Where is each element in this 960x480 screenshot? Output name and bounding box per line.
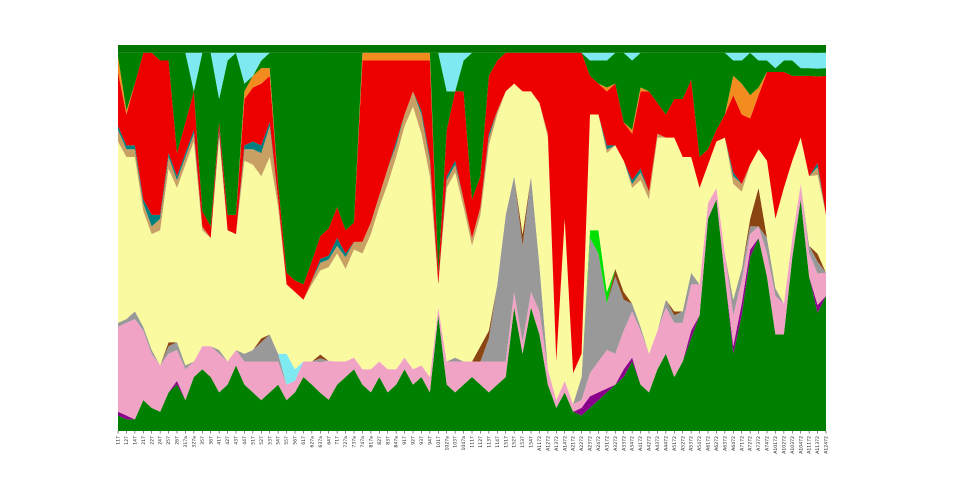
x-tick-label: 1517 [503,436,509,448]
x-tick-label: 547 [276,436,282,445]
x-tick-label: A1372 [554,436,560,451]
x-tick-label: A11372 [815,436,821,454]
x-tick-label: A2172 [571,436,577,451]
x-tick-label: A3172 [604,436,610,451]
x-tick-label: A3472 [630,436,636,451]
x-tick-label: 447 [242,436,248,445]
x-tick-label: 267 [175,436,181,445]
x-tick-label: A4372 [655,436,661,451]
x-tick-label: A10372 [790,436,796,454]
x-tick-label: 527 [259,436,265,445]
x-tick-label: A7472 [765,436,771,451]
x-tick-label: A10172 [773,436,779,454]
x-tick-label: 367 [208,436,214,445]
x-tick-label: 1527 [512,436,518,448]
x-tick-label: A1172 [537,436,543,451]
x-tick-label: 537 [267,436,273,445]
x-tick-label: 727a [343,436,349,448]
x-tick-label: A2472 [596,436,602,451]
x-tick-label: 717 [335,436,341,445]
x-tick-label: 917 [402,436,408,445]
x-tick-label: A6172 [706,436,712,451]
x-tick-label: 1537 [520,436,526,448]
x-tick-label: A3372 [621,436,627,451]
x-tick-label: A4272 [647,436,653,451]
x-tick-label: 637a [318,436,324,448]
x-tick-label: 947 [427,436,433,445]
x-tick-label: 127 [124,436,130,445]
x-tick-label: A5272 [680,436,686,451]
x-tick-label: A4172 [638,436,644,451]
x-tick-label: 1117 [470,436,476,448]
x-tick-label: A1272 [545,436,551,451]
x-tick-label: 1037 [453,436,459,448]
x-tick-label: 147 [132,436,138,445]
x-tick-label: 937 [419,436,425,445]
x-tick-label: 567 [293,436,299,445]
x-tick-label: 627a [309,436,315,448]
x-tick-label: 747a [360,436,366,448]
x-tick-label: A5472 [697,436,703,451]
x-tick-label: 117 [116,436,122,445]
x-tick-label: 437 [234,436,240,445]
area-series-red [118,52,826,374]
x-tick-label: 837 [385,436,391,445]
x-tick-label: 1047a [461,436,467,451]
x-tick-label: 417 [217,436,223,445]
x-tick-label: A11172 [807,436,813,454]
x-tick-label: 247 [158,436,164,445]
x-tick-label: A3272 [613,436,619,451]
x-tick-label: 927 [411,436,417,445]
x-tick-label: 1027a [444,436,450,451]
x-tick-label: A7272 [748,436,754,451]
x-tick-label: A2372 [588,436,594,451]
x-tick-label: 257 [166,436,172,445]
area-series-dark-green-cap [118,45,826,53]
x-tick-label: 227 [149,436,155,445]
x-tick-label: 427 [225,436,231,445]
x-tick-label: 517 [250,436,256,445]
x-tick-label: A12472 [824,436,830,454]
x-tick-label: 1147 [495,436,501,448]
x-tick-label: 737a [352,436,358,448]
x-tick-label: 217 [141,436,147,445]
x-tick-label: 357 [200,436,206,445]
x-tick-label: A2272 [579,436,585,451]
x-tick-label: 847a [394,436,400,448]
x-tick-label: A6472 [731,436,737,451]
x-tick-label: 317a [183,436,189,448]
x-tick-label: 1017 [436,436,442,448]
x-tick-label: A5372 [689,436,695,451]
x-tick-label: 827 [377,436,383,445]
x-tick-label: A10472 [798,436,804,454]
x-tick-label: A4472 [663,436,669,451]
x-tick-label: 1127 [478,436,484,448]
area-series-cyan-top [118,52,826,100]
x-tick-label: 327a [191,436,197,448]
x-tick-label: A6272 [714,436,720,451]
area-series-pale-yellow [118,83,826,404]
x-tick-label: A7372 [756,436,762,451]
x-tick-label: 647 [326,436,332,445]
area-series-dark-green-top [118,52,826,285]
x-tick-label: A10272 [781,436,787,454]
area-series-dark-green-base [118,199,826,431]
x-tick-label: 1547 [529,436,535,448]
x-tick-label: A6372 [722,436,728,451]
x-tick-label: 617 [301,436,307,445]
x-tick-label: 1137 [486,436,492,448]
x-tick-label: A7172 [739,436,745,451]
x-tick-label: A1472 [562,436,568,451]
x-tick-label: A5172 [672,436,678,451]
x-tick-label: 557 [284,436,290,445]
area-series-pink [118,183,826,420]
x-tick-label: 817a [368,436,374,448]
